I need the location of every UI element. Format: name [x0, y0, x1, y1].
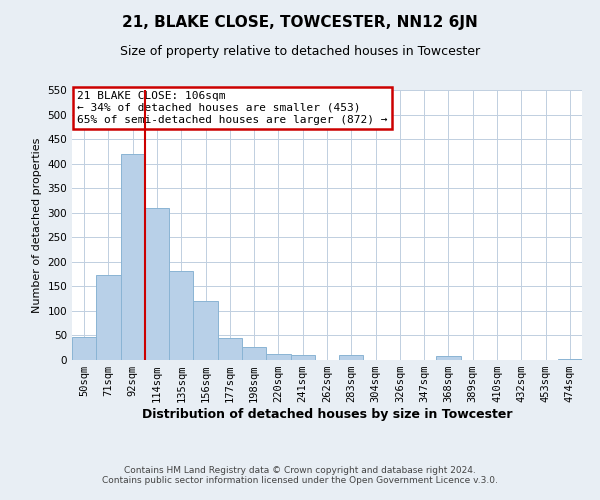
Bar	[266, 354, 290, 360]
Bar	[121, 154, 145, 360]
Bar	[218, 338, 242, 360]
X-axis label: Distribution of detached houses by size in Towcester: Distribution of detached houses by size …	[142, 408, 512, 421]
Bar	[290, 355, 315, 360]
Text: 21, BLAKE CLOSE, TOWCESTER, NN12 6JN: 21, BLAKE CLOSE, TOWCESTER, NN12 6JN	[122, 15, 478, 30]
Bar	[242, 346, 266, 360]
Text: 21 BLAKE CLOSE: 106sqm
← 34% of detached houses are smaller (453)
65% of semi-de: 21 BLAKE CLOSE: 106sqm ← 34% of detached…	[77, 92, 388, 124]
Text: Size of property relative to detached houses in Towcester: Size of property relative to detached ho…	[120, 45, 480, 58]
Text: Contains HM Land Registry data © Crown copyright and database right 2024.
Contai: Contains HM Land Registry data © Crown c…	[102, 466, 498, 485]
Bar	[193, 301, 218, 360]
Bar	[96, 275, 121, 360]
Bar	[145, 208, 169, 360]
Bar	[72, 337, 96, 360]
Bar	[436, 356, 461, 360]
Bar	[339, 355, 364, 360]
Y-axis label: Number of detached properties: Number of detached properties	[32, 138, 42, 312]
Bar	[169, 270, 193, 360]
Bar	[558, 359, 582, 360]
